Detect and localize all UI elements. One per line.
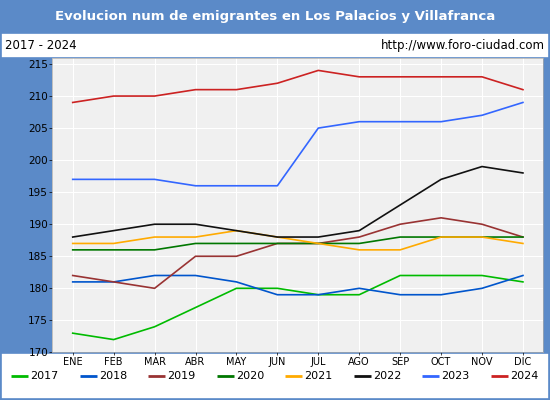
Text: 2018: 2018 [99,371,127,381]
Text: 2022: 2022 [373,371,402,381]
Text: 2020: 2020 [236,371,264,381]
Text: http://www.foro-ciudad.com: http://www.foro-ciudad.com [381,39,544,52]
Text: 2023: 2023 [442,371,470,381]
Text: 2021: 2021 [305,371,333,381]
Text: Evolucion num de emigrantes en Los Palacios y Villafranca: Evolucion num de emigrantes en Los Palac… [55,10,495,23]
Text: 2024: 2024 [510,371,538,381]
Text: 2017: 2017 [31,371,59,381]
Text: 2019: 2019 [168,371,196,381]
Text: 2017 - 2024: 2017 - 2024 [6,39,77,52]
